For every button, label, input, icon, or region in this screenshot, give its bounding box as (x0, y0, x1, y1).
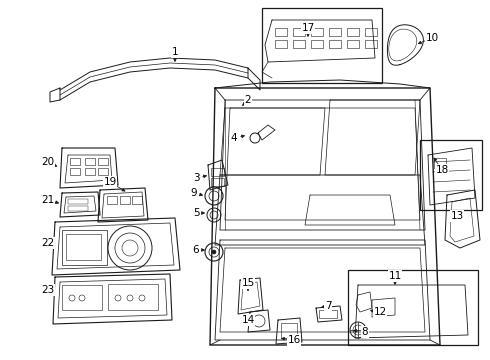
Text: 3: 3 (193, 173, 199, 183)
Bar (348, 270, 478, 345)
Bar (365, 40, 377, 48)
Bar (311, 40, 323, 48)
Text: 16: 16 (287, 335, 301, 345)
Bar (262, 8, 382, 83)
Text: 22: 22 (41, 238, 54, 248)
Text: 7: 7 (325, 301, 331, 311)
Bar (347, 28, 359, 36)
Text: 21: 21 (41, 195, 54, 205)
Bar (211, 168, 224, 176)
Bar (107, 196, 117, 204)
Bar (132, 196, 142, 204)
Bar (434, 158, 446, 168)
Text: 5: 5 (193, 208, 199, 218)
Text: 6: 6 (193, 245, 199, 255)
Bar (120, 196, 130, 204)
Text: 12: 12 (373, 307, 387, 317)
Text: 17: 17 (301, 23, 315, 33)
Bar (281, 323, 297, 338)
Text: 2: 2 (245, 95, 251, 105)
Bar (108, 284, 158, 310)
Bar (66, 234, 101, 260)
Bar (70, 158, 80, 165)
Bar (420, 140, 482, 210)
Text: 11: 11 (389, 271, 402, 281)
Text: 4: 4 (231, 133, 237, 143)
Bar (68, 199, 88, 204)
Bar (319, 310, 337, 318)
Text: 19: 19 (103, 177, 117, 187)
Bar (98, 158, 108, 165)
Bar (329, 40, 341, 48)
Bar (275, 28, 287, 36)
Text: 18: 18 (436, 165, 449, 175)
Text: 15: 15 (242, 278, 255, 288)
Bar (62, 285, 102, 310)
Bar (62, 230, 107, 265)
Bar (293, 28, 305, 36)
Text: 14: 14 (242, 315, 255, 325)
Text: 10: 10 (425, 33, 439, 43)
Bar (293, 40, 305, 48)
Text: 9: 9 (191, 188, 197, 198)
Bar (347, 40, 359, 48)
Circle shape (212, 250, 216, 254)
Bar (329, 28, 341, 36)
Bar (85, 168, 95, 175)
Text: 1: 1 (172, 47, 178, 57)
Text: 8: 8 (362, 327, 368, 337)
Text: 23: 23 (41, 285, 54, 295)
Bar (311, 28, 323, 36)
Bar (275, 40, 287, 48)
Bar (85, 158, 95, 165)
Text: 13: 13 (450, 211, 464, 221)
Bar (68, 206, 88, 211)
Bar (211, 178, 224, 186)
Bar (70, 168, 80, 175)
Bar (98, 168, 108, 175)
Bar (365, 28, 377, 36)
Text: 20: 20 (42, 157, 54, 167)
